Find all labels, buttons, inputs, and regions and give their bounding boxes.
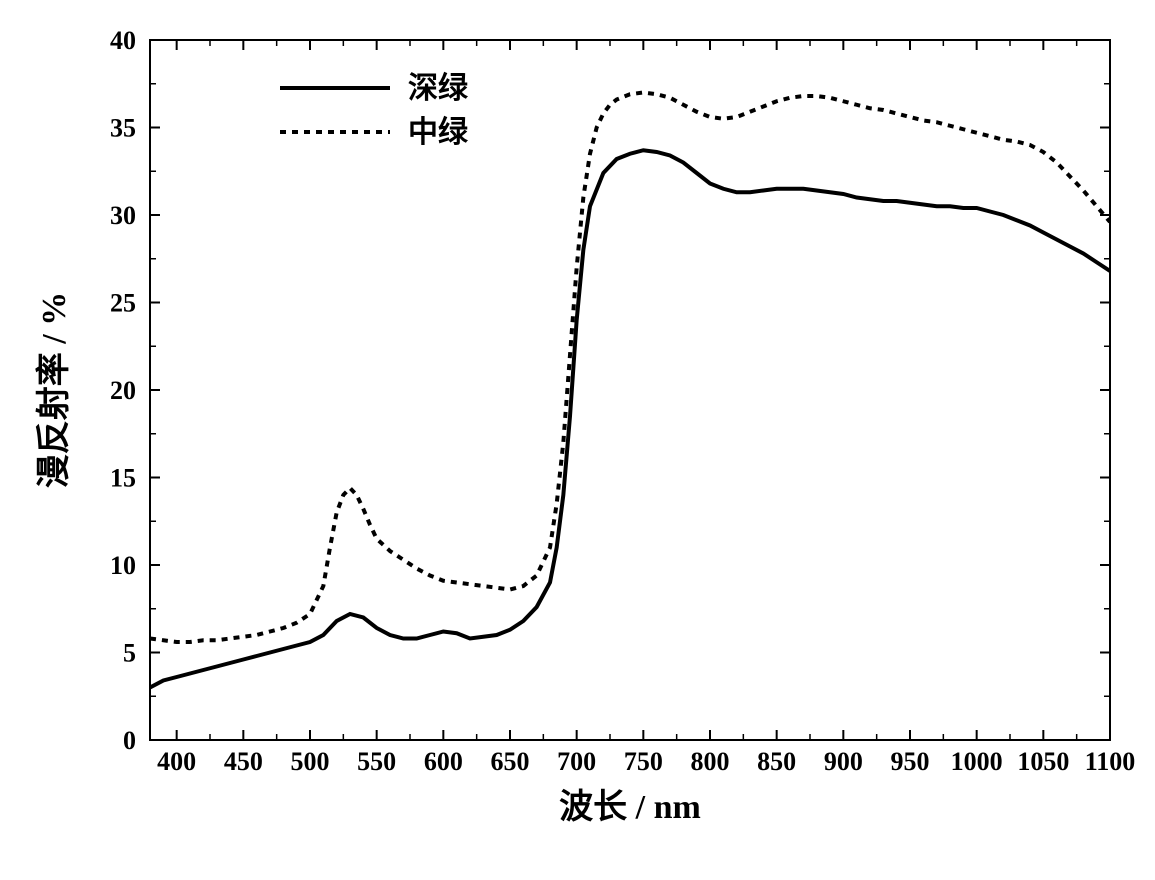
y-tick-label: 40	[110, 26, 136, 55]
y-tick-label: 35	[110, 114, 136, 143]
y-tick-label: 10	[110, 551, 136, 580]
y-axis-label: 漫反射率 / %	[35, 292, 73, 488]
x-tick-label: 600	[424, 747, 463, 776]
x-tick-label: 950	[891, 747, 930, 776]
x-tick-label: 1000	[951, 747, 1003, 776]
series-deep_green	[150, 150, 1110, 687]
x-tick-label: 850	[757, 747, 796, 776]
reflectance-chart: 4004505005506006507007508008509009501000…	[0, 0, 1155, 880]
x-tick-label: 700	[557, 747, 596, 776]
x-tick-label: 1100	[1085, 747, 1136, 776]
x-tick-label: 800	[691, 747, 730, 776]
x-tick-label: 550	[357, 747, 396, 776]
legend-label-deep_green: 深绿	[408, 72, 469, 105]
y-tick-label: 0	[123, 726, 136, 755]
x-tick-label: 500	[291, 747, 330, 776]
x-tick-label: 400	[157, 747, 196, 776]
y-tick-label: 5	[123, 639, 136, 668]
y-tick-label: 25	[110, 289, 136, 318]
x-tick-label: 750	[624, 747, 663, 776]
plot-frame	[150, 40, 1110, 740]
legend-label-mid_green: 中绿	[408, 116, 469, 149]
x-tick-label: 900	[824, 747, 863, 776]
y-tick-label: 15	[110, 464, 136, 493]
x-tick-label: 650	[491, 747, 530, 776]
y-tick-label: 30	[110, 201, 136, 230]
x-axis-label: 波长 / nm	[559, 788, 701, 826]
y-tick-label: 20	[110, 376, 136, 405]
x-tick-label: 450	[224, 747, 263, 776]
series-mid_green	[150, 93, 1110, 643]
x-tick-label: 1050	[1017, 747, 1069, 776]
